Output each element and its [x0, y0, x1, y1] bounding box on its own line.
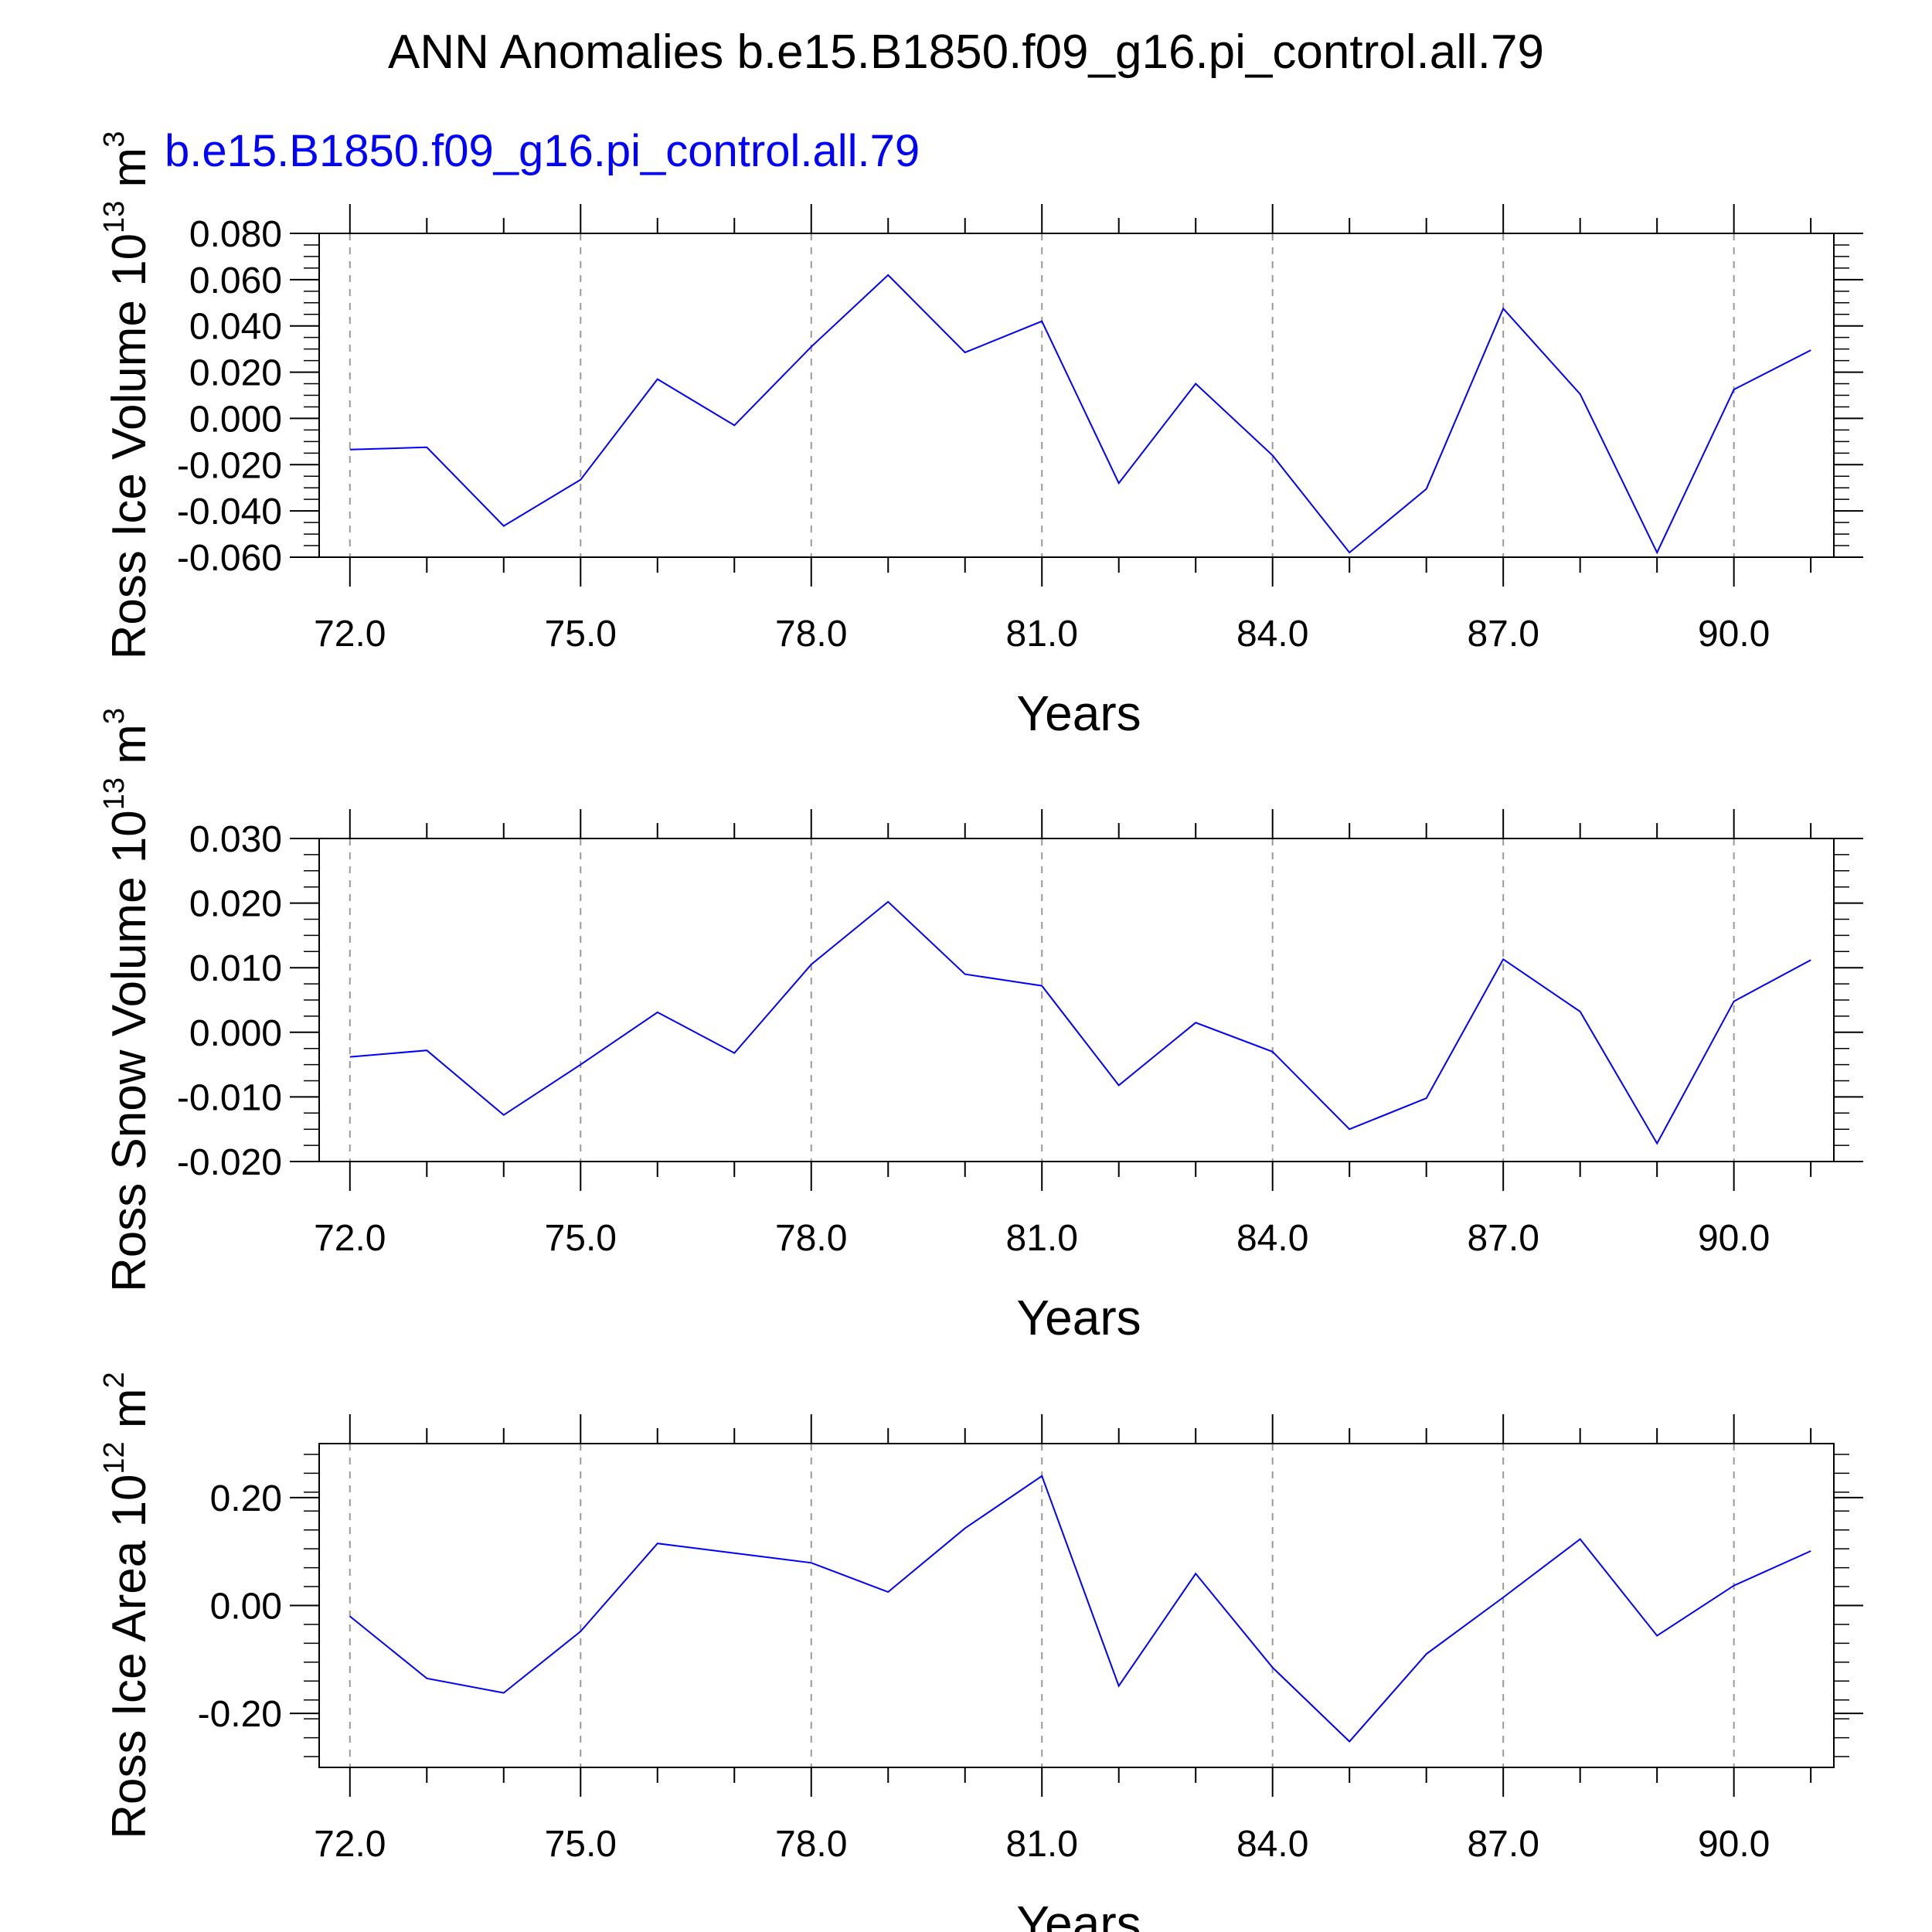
- x-tick-label: 78.0: [775, 614, 847, 655]
- chart-panel-3: -0.20 0.00 0.20 72.0 75.0 78.0 81.0 84.0 87.0 90.…: [98, 1372, 1863, 1932]
- y-tick-label: -0.020: [177, 1142, 282, 1183]
- y-tick-label: -0.020: [177, 445, 282, 486]
- x-tick-label: 78.0: [775, 1218, 847, 1259]
- y-tick-label: 0.080: [189, 214, 282, 255]
- x-tick-label: 81.0: [1006, 614, 1078, 655]
- y-axis-label-exponent: 13: [98, 777, 131, 810]
- x-tick-label: 81.0: [1006, 1218, 1078, 1259]
- x-tick-label: 75.0: [545, 1824, 617, 1865]
- x-tick-label: 84.0: [1236, 614, 1308, 655]
- plot-frame: [318, 838, 1835, 1162]
- y-axis-label-unit: m: [103, 724, 156, 777]
- y-tick-label: -0.040: [177, 492, 282, 532]
- y-axis-label-text: Ross Ice Volume 10: [103, 233, 156, 659]
- x-tick-label: 90.0: [1698, 1218, 1770, 1259]
- series-line: [349, 274, 1811, 555]
- y-axis-label: Ross Ice Volume 1013 m3: [98, 131, 156, 660]
- series-line: [349, 900, 1811, 1145]
- chart-panels: -0.060 -0.040 -0.020 0.000 0.020 0.040 0.060 0.…: [98, 131, 1863, 1932]
- y-tick-label: -0.060: [177, 538, 282, 579]
- y-tick-label: 0.00: [210, 1587, 282, 1628]
- y-tick-label: 0.040: [189, 307, 282, 348]
- y-tick-label: 0.060: [189, 260, 282, 301]
- x-tick-label: 72.0: [314, 614, 386, 655]
- x-tick-label: 87.0: [1467, 614, 1539, 655]
- chart-panel-2: -0.020 -0.010 0.000 0.010 0.020 0.030 72.0 75.0…: [98, 708, 1863, 1345]
- series-line: [349, 1475, 1811, 1743]
- y-axis-label-text: Ross Snow Volume 10: [103, 810, 156, 1292]
- series-label: b.e15.B1850.f09_g16.pi_control.all.79: [165, 126, 920, 176]
- x-tick-label: 90.0: [1698, 614, 1770, 655]
- x-tick-label: 72.0: [314, 1218, 386, 1259]
- y-tick-label: 0.020: [189, 884, 282, 925]
- y-axis-label-unit-exponent: 3: [98, 131, 131, 148]
- y-axis-label-text: Ross Ice Area 10: [103, 1475, 156, 1839]
- y-axis-label-unit: m: [103, 1388, 156, 1441]
- y-tick-label: -0.010: [177, 1077, 282, 1118]
- y-tick-label: 0.20: [210, 1478, 282, 1519]
- y-tick-label: -0.20: [198, 1694, 282, 1735]
- x-axis-label: Years: [1016, 1896, 1141, 1932]
- x-tick-label: 87.0: [1467, 1824, 1539, 1865]
- x-tick-label: 84.0: [1236, 1218, 1308, 1259]
- plot-frame: [318, 1443, 1835, 1768]
- chart-panel-1: -0.060 -0.040 -0.020 0.000 0.020 0.040 0.060 0.…: [98, 131, 1863, 741]
- x-tick-label: 81.0: [1006, 1824, 1078, 1865]
- y-axis-label-unit-exponent: 2: [98, 1372, 131, 1388]
- x-axis-label: Years: [1016, 685, 1141, 741]
- x-axis-label: Years: [1016, 1290, 1141, 1345]
- x-tick-label: 72.0: [314, 1824, 386, 1865]
- y-axis-label-exponent: 13: [98, 201, 131, 233]
- x-tick-label: 75.0: [545, 1218, 617, 1259]
- y-tick-label: 0.000: [189, 1013, 282, 1054]
- y-axis-label: Ross Snow Volume 1013 m3: [98, 708, 156, 1292]
- y-tick-label: 0.010: [189, 948, 282, 989]
- y-axis-label-exponent: 12: [98, 1441, 131, 1474]
- y-tick-label: 0.020: [189, 353, 282, 394]
- y-tick-label: 0.000: [189, 399, 282, 440]
- y-axis-label: Ross Ice Area 1012 m2: [98, 1372, 156, 1838]
- x-tick-label: 90.0: [1698, 1824, 1770, 1865]
- y-axis-label-unit-exponent: 3: [98, 708, 131, 724]
- figure-title: ANN Anomalies b.e15.B1850.f09_g16.pi_con…: [388, 26, 1544, 79]
- y-tick-label: 0.030: [189, 819, 282, 860]
- y-axis-label-unit: m: [103, 148, 156, 201]
- x-tick-label: 75.0: [545, 614, 617, 655]
- x-tick-label: 84.0: [1236, 1824, 1308, 1865]
- x-tick-label: 78.0: [775, 1824, 847, 1865]
- x-tick-label: 87.0: [1467, 1218, 1539, 1259]
